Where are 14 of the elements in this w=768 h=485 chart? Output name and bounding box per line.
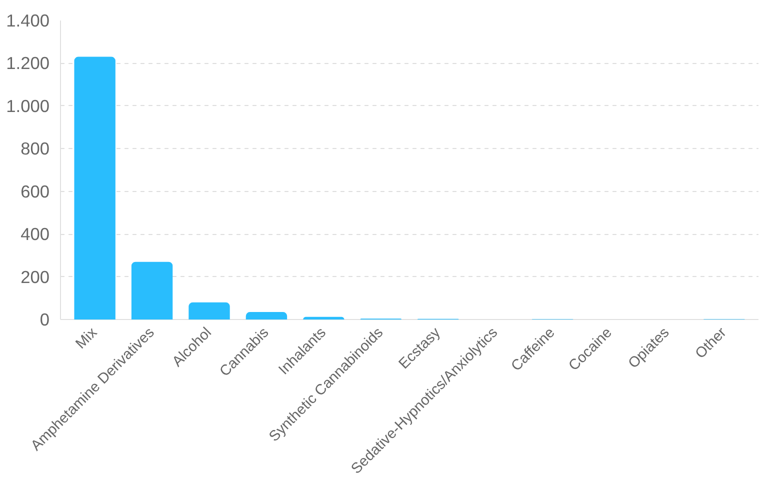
y-tick-label: 200: [20, 266, 50, 287]
bar: [246, 312, 288, 320]
bar: [131, 262, 173, 320]
bar: [188, 302, 230, 320]
y-tick-label: 1.200: [6, 53, 50, 74]
y-tick-label: 1.000: [6, 96, 50, 116]
bar: [74, 56, 116, 320]
bar: [303, 316, 344, 320]
y-tick-label: 0: [40, 310, 50, 330]
y-tick-label: 1.400: [6, 10, 50, 30]
y-tick-label: 600: [20, 181, 50, 202]
y-tick-label: 400: [20, 224, 50, 244]
y-tick-label: 800: [20, 138, 50, 159]
x-tick-label: Mix: [73, 324, 101, 352]
